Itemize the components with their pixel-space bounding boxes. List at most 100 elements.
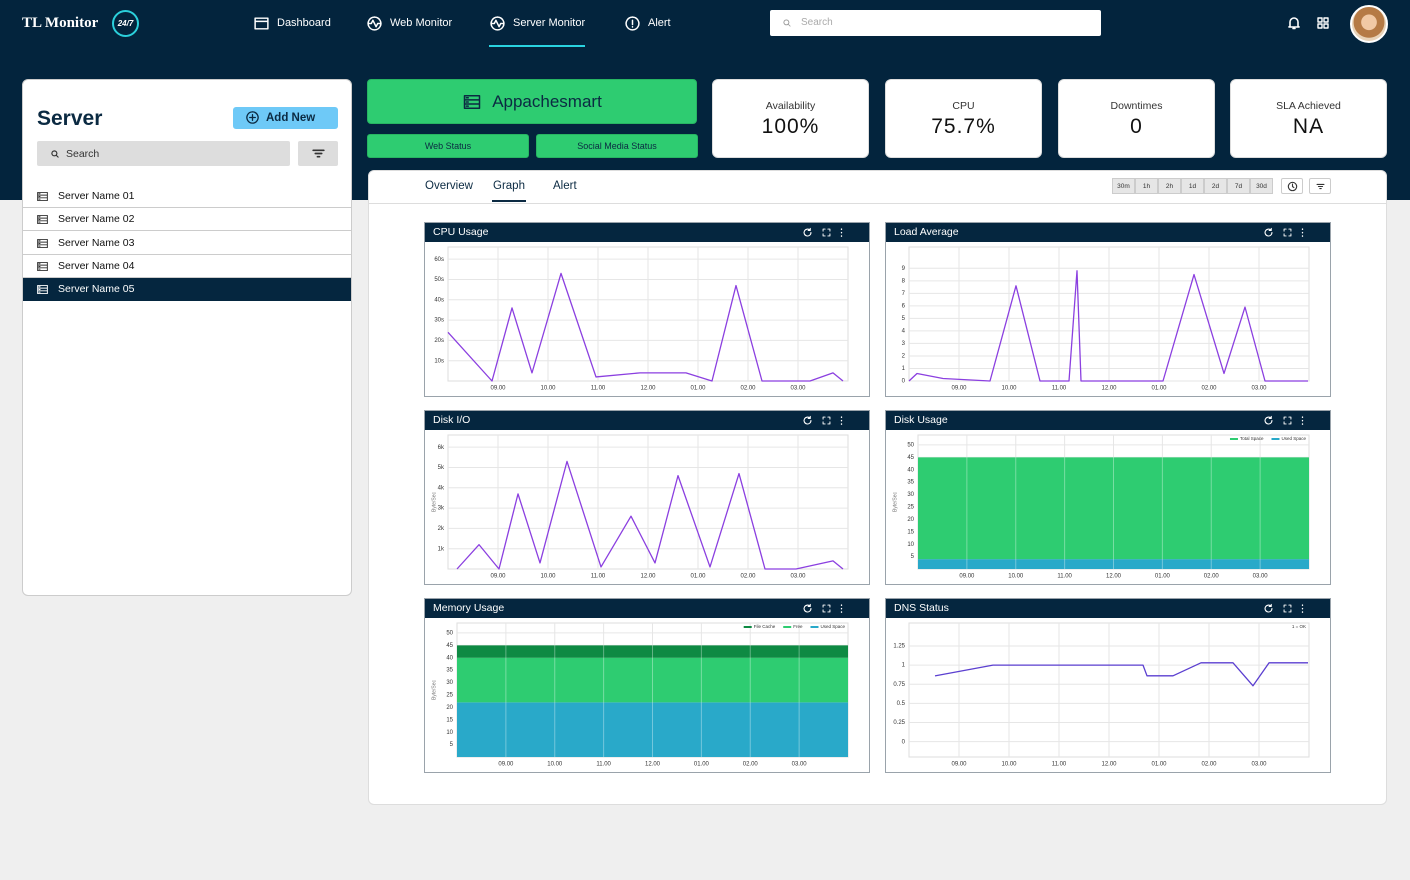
logo: TL Monitor bbox=[22, 15, 99, 31]
x-tick-label: 10.00 bbox=[540, 386, 556, 392]
add-button[interactable]: Add New bbox=[233, 107, 338, 129]
y-tick-label: 2 bbox=[902, 354, 906, 360]
x-tick-label: 02.00 bbox=[1201, 762, 1217, 768]
search-icon bbox=[783, 19, 791, 27]
server-name: Server Name 02 bbox=[58, 213, 135, 226]
stat-label: CPU bbox=[952, 100, 975, 112]
server-name: Server Name 01 bbox=[58, 190, 135, 202]
nav-underline bbox=[489, 45, 585, 47]
range-button[interactable]: 30d bbox=[1250, 178, 1273, 194]
x-tick-label: 11.00 bbox=[1057, 574, 1072, 580]
nav-label: Web Monitor bbox=[390, 17, 453, 29]
y-tick-label: 50s bbox=[434, 277, 444, 283]
legend-label: Total Space bbox=[1240, 436, 1264, 441]
tab[interactable]: Overview bbox=[425, 180, 473, 192]
server-icon-shape bbox=[37, 285, 48, 295]
server-row[interactable]: Server Name 03 bbox=[23, 231, 351, 255]
tool-button[interactable] bbox=[1281, 178, 1303, 194]
server-row[interactable]: Server Name 05 bbox=[23, 278, 351, 302]
range-button[interactable]: 7d bbox=[1227, 178, 1250, 194]
filter-icon-shape bbox=[312, 149, 325, 158]
range-button[interactable]: 1h bbox=[1135, 178, 1158, 194]
area-segment bbox=[457, 645, 848, 658]
chart: 5 10 15 20 25 30 35 40 45 50 09.00 10.00 11.00 12.00 0… bbox=[892, 434, 1310, 580]
refresh-icon bbox=[803, 227, 812, 237]
search-placeholder: Search bbox=[801, 17, 833, 28]
app-name: Appachesmart bbox=[492, 91, 602, 111]
range-button[interactable]: 30m bbox=[1112, 178, 1135, 194]
tab[interactable]: Alert bbox=[553, 180, 577, 192]
y-tick-label: 30 bbox=[446, 680, 453, 686]
tab[interactable]: Graph bbox=[493, 180, 525, 192]
y-tick-label: 1 bbox=[902, 663, 906, 669]
refresh-icon-shape bbox=[803, 415, 812, 425]
x-tick-label: 02.00 bbox=[743, 762, 759, 768]
y-tick-label: 30s bbox=[434, 318, 444, 324]
y-tick-label: 15 bbox=[446, 717, 453, 723]
chart-title: Memory Usage bbox=[433, 602, 505, 614]
x-tick-label: 09.00 bbox=[490, 574, 506, 580]
annotation: 1 = OK bbox=[1292, 624, 1306, 629]
nav-item[interactable]: Server Monitor bbox=[489, 13, 585, 33]
nav-icon-shape bbox=[367, 15, 382, 31]
range-button[interactable]: 2h bbox=[1158, 178, 1181, 194]
nav-label: Alert bbox=[648, 17, 671, 29]
refresh-icon bbox=[803, 415, 812, 425]
range-button[interactable]: 1d bbox=[1181, 178, 1204, 194]
avatar[interactable] bbox=[1350, 5, 1388, 43]
x-tick-label: 03.00 bbox=[790, 386, 806, 392]
status-button[interactable]: Social Media Status bbox=[536, 134, 698, 158]
y-tick-label: 0.75 bbox=[893, 682, 905, 688]
server-row[interactable]: Server Name 02 bbox=[23, 208, 351, 232]
panel-title: Server bbox=[37, 107, 103, 130]
server-icon bbox=[37, 238, 48, 248]
refresh-icon bbox=[1264, 227, 1273, 237]
y-tick-label: 1.25 bbox=[893, 644, 905, 650]
nav-label: Dashboard bbox=[277, 17, 331, 29]
y-tick-label: 15 bbox=[907, 529, 914, 535]
server-row[interactable]: Server Name 01 bbox=[23, 185, 351, 208]
chart: 1k 2k 3k 4k 5k 6k 09.00 10.00 11.00 12.00 01.00 02.… bbox=[431, 434, 849, 580]
y-tick-label: 5 bbox=[911, 554, 915, 560]
stat-value: NA bbox=[1292, 115, 1325, 138]
data-line bbox=[447, 272, 844, 382]
more-icon bbox=[1301, 416, 1304, 425]
nav-item[interactable]: Alert bbox=[624, 13, 671, 33]
stat-card: CPU 75.7% bbox=[885, 79, 1042, 158]
range-label: 7d bbox=[1234, 182, 1243, 190]
search-box[interactable]: Search bbox=[770, 10, 1101, 36]
nav-icon bbox=[625, 15, 640, 31]
server-row[interactable]: Server Name 04 bbox=[23, 254, 351, 278]
tool-button[interactable] bbox=[1309, 178, 1331, 194]
y-tick-label: 2k bbox=[438, 526, 445, 532]
legend-swatch bbox=[810, 626, 819, 628]
x-tick-label: 12.00 bbox=[1101, 386, 1117, 392]
range-button[interactable]: 2d bbox=[1204, 178, 1227, 194]
y-tick-label: 5 bbox=[450, 742, 454, 748]
stat-card: Availability 100% bbox=[712, 79, 869, 158]
filter-button[interactable] bbox=[298, 141, 338, 166]
tab-underline bbox=[492, 200, 526, 202]
range-label: 1h bbox=[1142, 182, 1151, 190]
nav-item[interactable]: Dashboard bbox=[253, 13, 331, 33]
range-label: 2h bbox=[1165, 182, 1174, 190]
stat-label: SLA Achieved bbox=[1276, 100, 1341, 112]
more-icon bbox=[840, 228, 843, 237]
data-line bbox=[934, 662, 1308, 687]
notification-icon-shape bbox=[1288, 17, 1300, 30]
chart-header: Memory Usage bbox=[425, 599, 869, 618]
server-search[interactable]: Search bbox=[37, 141, 290, 166]
status-button[interactable]: Web Status bbox=[367, 134, 529, 158]
nav-item[interactable]: Web Monitor bbox=[366, 13, 452, 33]
expand-icon bbox=[822, 228, 831, 237]
status-button-label: Social Media Status bbox=[577, 141, 657, 151]
add-button-label: Add New bbox=[266, 112, 316, 124]
nav-icon bbox=[490, 15, 505, 31]
y-tick-label: 1 bbox=[902, 366, 906, 372]
x-tick-label: 01.00 bbox=[1155, 574, 1171, 580]
legend-swatch bbox=[783, 626, 792, 628]
search-icon-shape bbox=[783, 19, 791, 27]
x-tick-label: 01.00 bbox=[694, 762, 710, 768]
chart-card: 5 10 15 20 25 30 35 40 45 50 09.00 10.00 11.00 12.00 0… bbox=[424, 598, 870, 773]
server-icon bbox=[37, 191, 48, 202]
